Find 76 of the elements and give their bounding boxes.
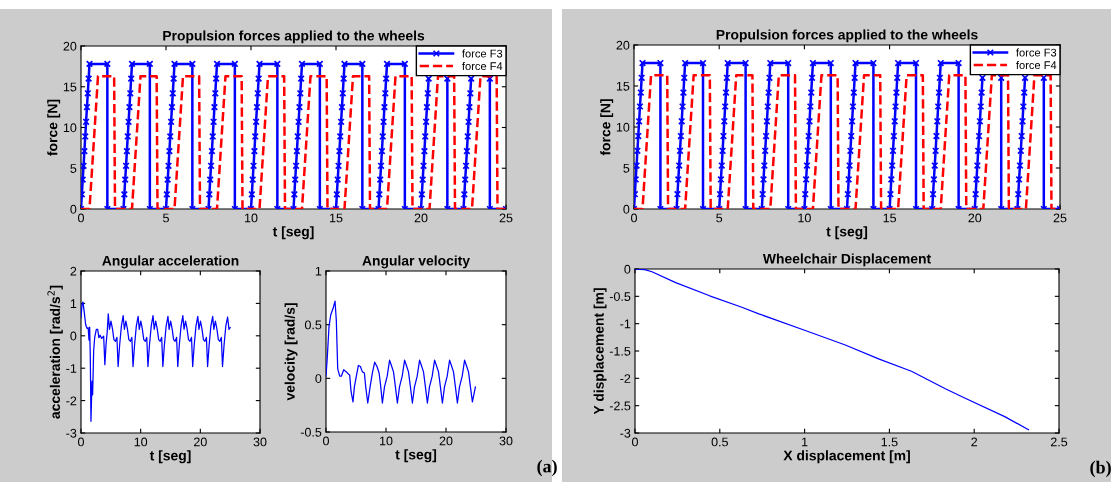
legend-label: force F3 <box>1016 48 1057 57</box>
y-axis-title: acceleration [rad/s$^{2}$] <box>47 285 63 419</box>
y-tick-label: 0 <box>624 264 631 274</box>
x-tick-label: 1.5 <box>881 437 898 447</box>
x-tick-label: 30 <box>499 436 513 446</box>
x-tick-label: 0 <box>78 437 84 447</box>
y-tick-label: -3 <box>620 428 631 438</box>
x-tick-label: 20 <box>414 213 428 223</box>
y-axis-title: velocity [rad/s] <box>284 303 298 401</box>
text: (b) <box>1090 460 1111 478</box>
line-series <box>81 301 231 422</box>
legend-label: force F4 <box>1016 60 1057 70</box>
y-tick-label: -1 <box>66 364 77 373</box>
x-axis-title: t [seg] <box>272 226 314 240</box>
line-series <box>326 300 477 404</box>
x-tick-label: 15 <box>883 213 897 223</box>
chart-title: Propulsion forces applied to the wheels <box>163 30 425 44</box>
y-tick-label: 15 <box>616 81 630 91</box>
x-tick-label: 0.5 <box>711 437 728 447</box>
legend-label: force F4 <box>462 61 503 71</box>
x-tick-label: 5 <box>716 213 723 223</box>
x-axis-title: t [seg] <box>149 450 191 464</box>
chart-title: Propulsion forces applied to the wheels <box>716 29 978 43</box>
y-axis-title: force [N] <box>47 99 61 156</box>
x-axis-title: t [seg] <box>826 226 868 240</box>
y-tick-label: 0 <box>70 204 77 214</box>
x-tick-label: 0 <box>632 437 638 447</box>
y-tick-label: 1 <box>315 266 322 276</box>
y-tick-label: -1 <box>620 319 631 329</box>
x-tick-label: 1 <box>802 437 808 447</box>
chart-title: Angular acceleration <box>102 255 239 269</box>
y-tick-label: 15 <box>63 82 77 92</box>
x-tick-label: 20 <box>194 437 207 447</box>
y-tick-label: 1 <box>70 299 77 308</box>
x-tick-label: 10 <box>134 437 148 447</box>
x-axis-title: t [seg] <box>395 449 437 463</box>
y-tick-label: 0 <box>70 331 77 341</box>
y-axis-title: Y displacement [m] <box>593 288 607 415</box>
chart-title: Wheelchair Displacement <box>762 253 931 267</box>
x-tick-label: 0 <box>78 213 84 223</box>
y-tick-label: 10 <box>63 123 77 133</box>
y-tick-label: 20 <box>63 41 77 51</box>
x-axis-title: X displacement [m] <box>783 450 910 464</box>
y-tick-label: 0 <box>623 204 630 214</box>
x-tick-label: 10 <box>380 436 393 446</box>
y-tick-label: -0.5 <box>609 292 631 301</box>
legend-label: force F3 <box>462 49 503 58</box>
y-tick-label: 10 <box>616 122 630 132</box>
y-tick-label: -3 <box>66 428 77 438</box>
y-tick-label: -2 <box>66 396 77 406</box>
y-tick-label: 0 <box>315 374 322 383</box>
x-tick-label: 5 <box>163 213 169 223</box>
y-tick-label: -2 <box>620 374 631 383</box>
y-tick-label: 2 <box>70 266 77 276</box>
y-tick-label: 20 <box>616 40 630 50</box>
y-tick-label: 5 <box>623 163 630 173</box>
text: (a) <box>537 459 557 477</box>
y-tick-label: 5 <box>70 164 77 173</box>
y-tick-label: -0.5 <box>300 427 322 437</box>
x-tick-label: 20 <box>968 213 982 223</box>
y-axis-title: force [N] <box>600 99 614 156</box>
x-tick-label: 25 <box>1053 213 1067 223</box>
x-tick-label: 20 <box>439 436 453 446</box>
y-tick-label: -1.5 <box>609 346 631 356</box>
x-tick-label: 2 <box>971 437 978 447</box>
y-tick-label: -2.5 <box>609 401 631 411</box>
x-tick-label: 10 <box>798 213 811 223</box>
x-tick-label: 15 <box>330 213 343 223</box>
x-tick-label: 25 <box>499 213 513 223</box>
chart-title: Angular velocity <box>362 255 470 269</box>
x-tick-label: 0 <box>323 436 329 446</box>
y-tick-label: 0.5 <box>304 320 322 330</box>
x-tick-label: 2.5 <box>1050 437 1068 447</box>
x-tick-label: 10 <box>245 213 258 223</box>
x-tick-label: 30 <box>253 437 267 447</box>
line-series <box>635 269 1030 431</box>
